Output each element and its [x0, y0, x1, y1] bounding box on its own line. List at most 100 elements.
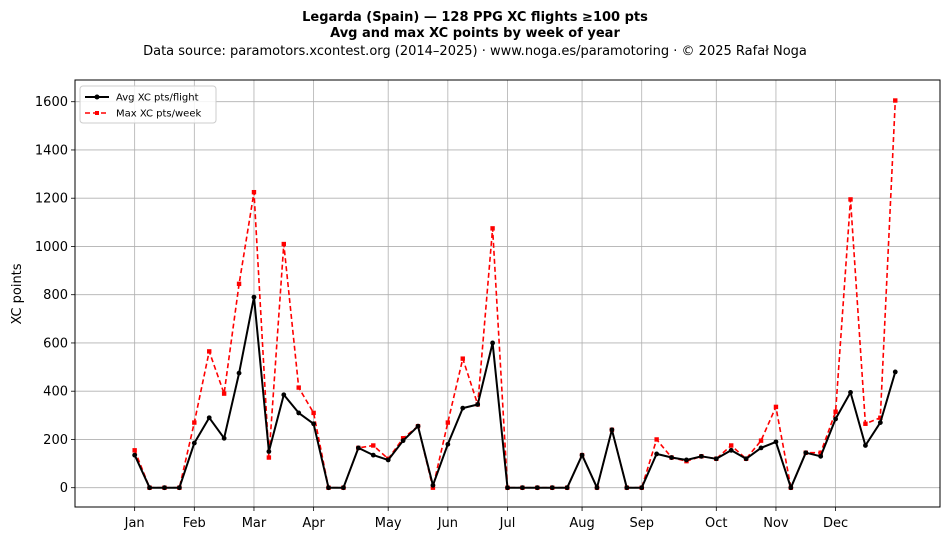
data-point-avg: [833, 416, 839, 422]
data-point-avg: [848, 390, 853, 395]
legend: Avg XC pts/flight Max XC pts/week: [79, 85, 217, 124]
data-point-avg: [475, 402, 481, 407]
x-tick-label: Aug: [569, 516, 594, 531]
data-point-max: [863, 421, 868, 426]
data-point-avg: [624, 485, 630, 491]
y-tick-label: 1600: [35, 95, 68, 110]
y-tick-label: 1400: [35, 143, 68, 158]
x-tick-label: Nov: [763, 516, 789, 531]
data-point-max: [654, 437, 659, 442]
x-tick-label: Dec: [823, 516, 848, 531]
data-point-avg: [311, 421, 317, 427]
data-point-max: [758, 438, 764, 443]
data-point-avg: [445, 441, 451, 447]
data-point-avg: [490, 340, 495, 346]
data-point-avg: [818, 453, 824, 459]
chart-subtitle: Data source: paramotors.xcontest.org (20…: [143, 44, 807, 59]
x-tick-label: Sep: [629, 516, 654, 531]
data-point-avg: [132, 452, 138, 458]
data-point-max: [818, 450, 823, 455]
data-point-avg: [684, 457, 689, 463]
data-point-max: [878, 415, 883, 420]
data-point-max: [207, 349, 212, 354]
data-point-avg: [728, 447, 734, 453]
legend-entry-avg: Avg XC pts/flight: [85, 93, 199, 104]
data-point-max: [371, 443, 376, 448]
legend-entry-max: Max XC pts/week: [85, 109, 201, 120]
y-tick-label: 0: [60, 481, 68, 496]
series-line-avg: [133, 296, 897, 489]
y-axis-label: XC points: [10, 263, 25, 324]
data-point-avg: [191, 440, 197, 446]
data-point-max: [833, 409, 838, 414]
legend-box: [79, 85, 217, 124]
y-tick-label: 400: [43, 385, 68, 400]
y-tick-label: 600: [43, 336, 68, 351]
data-point-max: [296, 385, 301, 390]
data-point-avg: [341, 485, 346, 491]
y-tick-label: 800: [43, 288, 68, 303]
data-point-avg: [758, 445, 764, 451]
data-point-avg: [251, 294, 257, 300]
data-point-avg: [892, 369, 898, 375]
data-point-max: [729, 443, 734, 448]
y-tick-label: 1200: [35, 192, 68, 207]
data-point-avg: [788, 485, 794, 491]
data-point-avg: [803, 450, 809, 456]
data-point-avg: [579, 452, 585, 458]
legend-label-avg: Avg XC pts/flight: [116, 93, 199, 104]
x-tick-label: Jul: [499, 516, 516, 531]
data-point-max: [221, 391, 227, 396]
series-layer: [132, 98, 898, 491]
data-point-avg: [505, 485, 510, 491]
x-tick-label: Jun: [437, 516, 458, 531]
data-point-avg: [430, 482, 436, 488]
data-point-max: [251, 189, 257, 195]
data-point-avg: [639, 485, 645, 491]
x-axis: Jan Feb Mar Apr May Jun Jul Aug Sep Oct Nov Dec: [124, 507, 848, 531]
x-tick-label: Mar: [242, 516, 267, 531]
data-point-max: [773, 404, 779, 410]
data-point-max: [311, 410, 316, 416]
data-point-max: [848, 197, 853, 202]
data-point-avg: [162, 485, 167, 491]
legend-label-max: Max XC pts/week: [116, 109, 201, 120]
chart-title: Legarda (Spain) — 128 PPG XC flights ≥10…: [302, 10, 648, 25]
x-tick-label: Jan: [124, 516, 145, 531]
data-point-avg: [773, 439, 779, 445]
data-point-max: [460, 356, 465, 361]
data-point-avg: [385, 457, 391, 463]
data-point-avg: [370, 452, 376, 458]
x-tick-label: Apr: [302, 516, 325, 531]
grid: [75, 80, 940, 507]
x-tick-label: May: [375, 516, 402, 531]
data-point-max: [132, 448, 137, 453]
data-point-avg: [564, 485, 570, 491]
data-point-avg: [176, 485, 182, 491]
data-point-avg: [326, 485, 331, 491]
data-point-avg: [594, 485, 600, 491]
data-point-avg: [609, 427, 615, 433]
series-line-max: [133, 100, 897, 489]
data-point-max: [400, 436, 406, 441]
data-point-avg: [355, 445, 361, 451]
data-point-avg: [236, 370, 242, 376]
data-point-avg: [460, 405, 466, 411]
data-point-max: [430, 485, 436, 490]
data-point-avg: [520, 485, 525, 491]
data-point-max: [445, 420, 451, 425]
chart-title-line-2: Avg and max XC points by week of year: [330, 26, 620, 41]
data-point-avg: [266, 449, 272, 454]
data-point-max: [281, 241, 286, 247]
y-axis: 0 200 400 600 800 1000 1200 1400 1600: [35, 95, 75, 496]
data-point-max: [893, 98, 898, 103]
data-point-avg: [713, 456, 719, 462]
data-point-max: [266, 455, 272, 460]
data-point-avg: [549, 485, 555, 491]
data-point-avg: [296, 410, 302, 416]
data-point-avg: [654, 451, 660, 457]
y-tick-label: 200: [43, 433, 68, 448]
data-point-avg: [415, 423, 421, 429]
data-point-avg: [669, 455, 674, 460]
